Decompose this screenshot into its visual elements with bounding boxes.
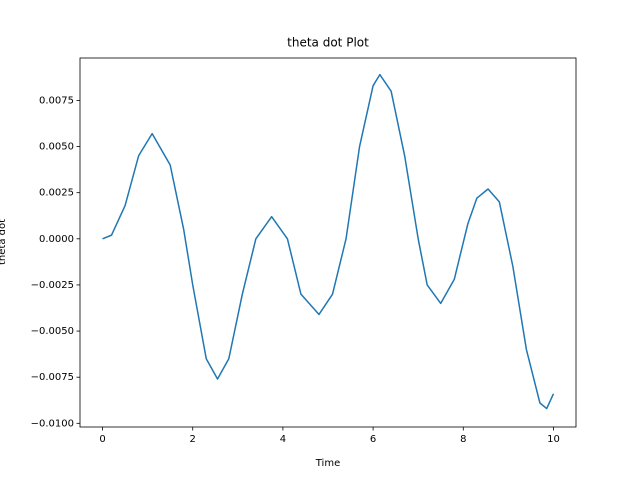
- x-tick-label: 2: [190, 434, 196, 445]
- y-tick-label: 0.0050: [39, 142, 74, 153]
- y-tick-label: 0.0025: [39, 188, 74, 199]
- x-tick-label: 4: [280, 434, 286, 445]
- y-tick-label: −0.0075: [31, 372, 74, 383]
- chart-title: theta dot Plot: [287, 36, 369, 50]
- x-tick-label: 10: [547, 434, 560, 445]
- y-tick-label: −0.0050: [31, 326, 74, 337]
- y-tick-label: 0.0075: [39, 95, 74, 106]
- plot-frame: [79, 57, 577, 428]
- y-tick-label: 0.0000: [39, 234, 74, 245]
- data-line: [102, 73, 555, 410]
- y-axis-label: theta dot: [0, 219, 8, 265]
- x-axis-label: Time: [315, 458, 340, 469]
- y-tick-label: −0.0025: [31, 280, 74, 291]
- x-tick-label: 8: [460, 434, 466, 445]
- x-tick-label: 6: [370, 434, 376, 445]
- y-tick-label: −0.0100: [31, 418, 74, 429]
- x-tick-label: 0: [99, 434, 105, 445]
